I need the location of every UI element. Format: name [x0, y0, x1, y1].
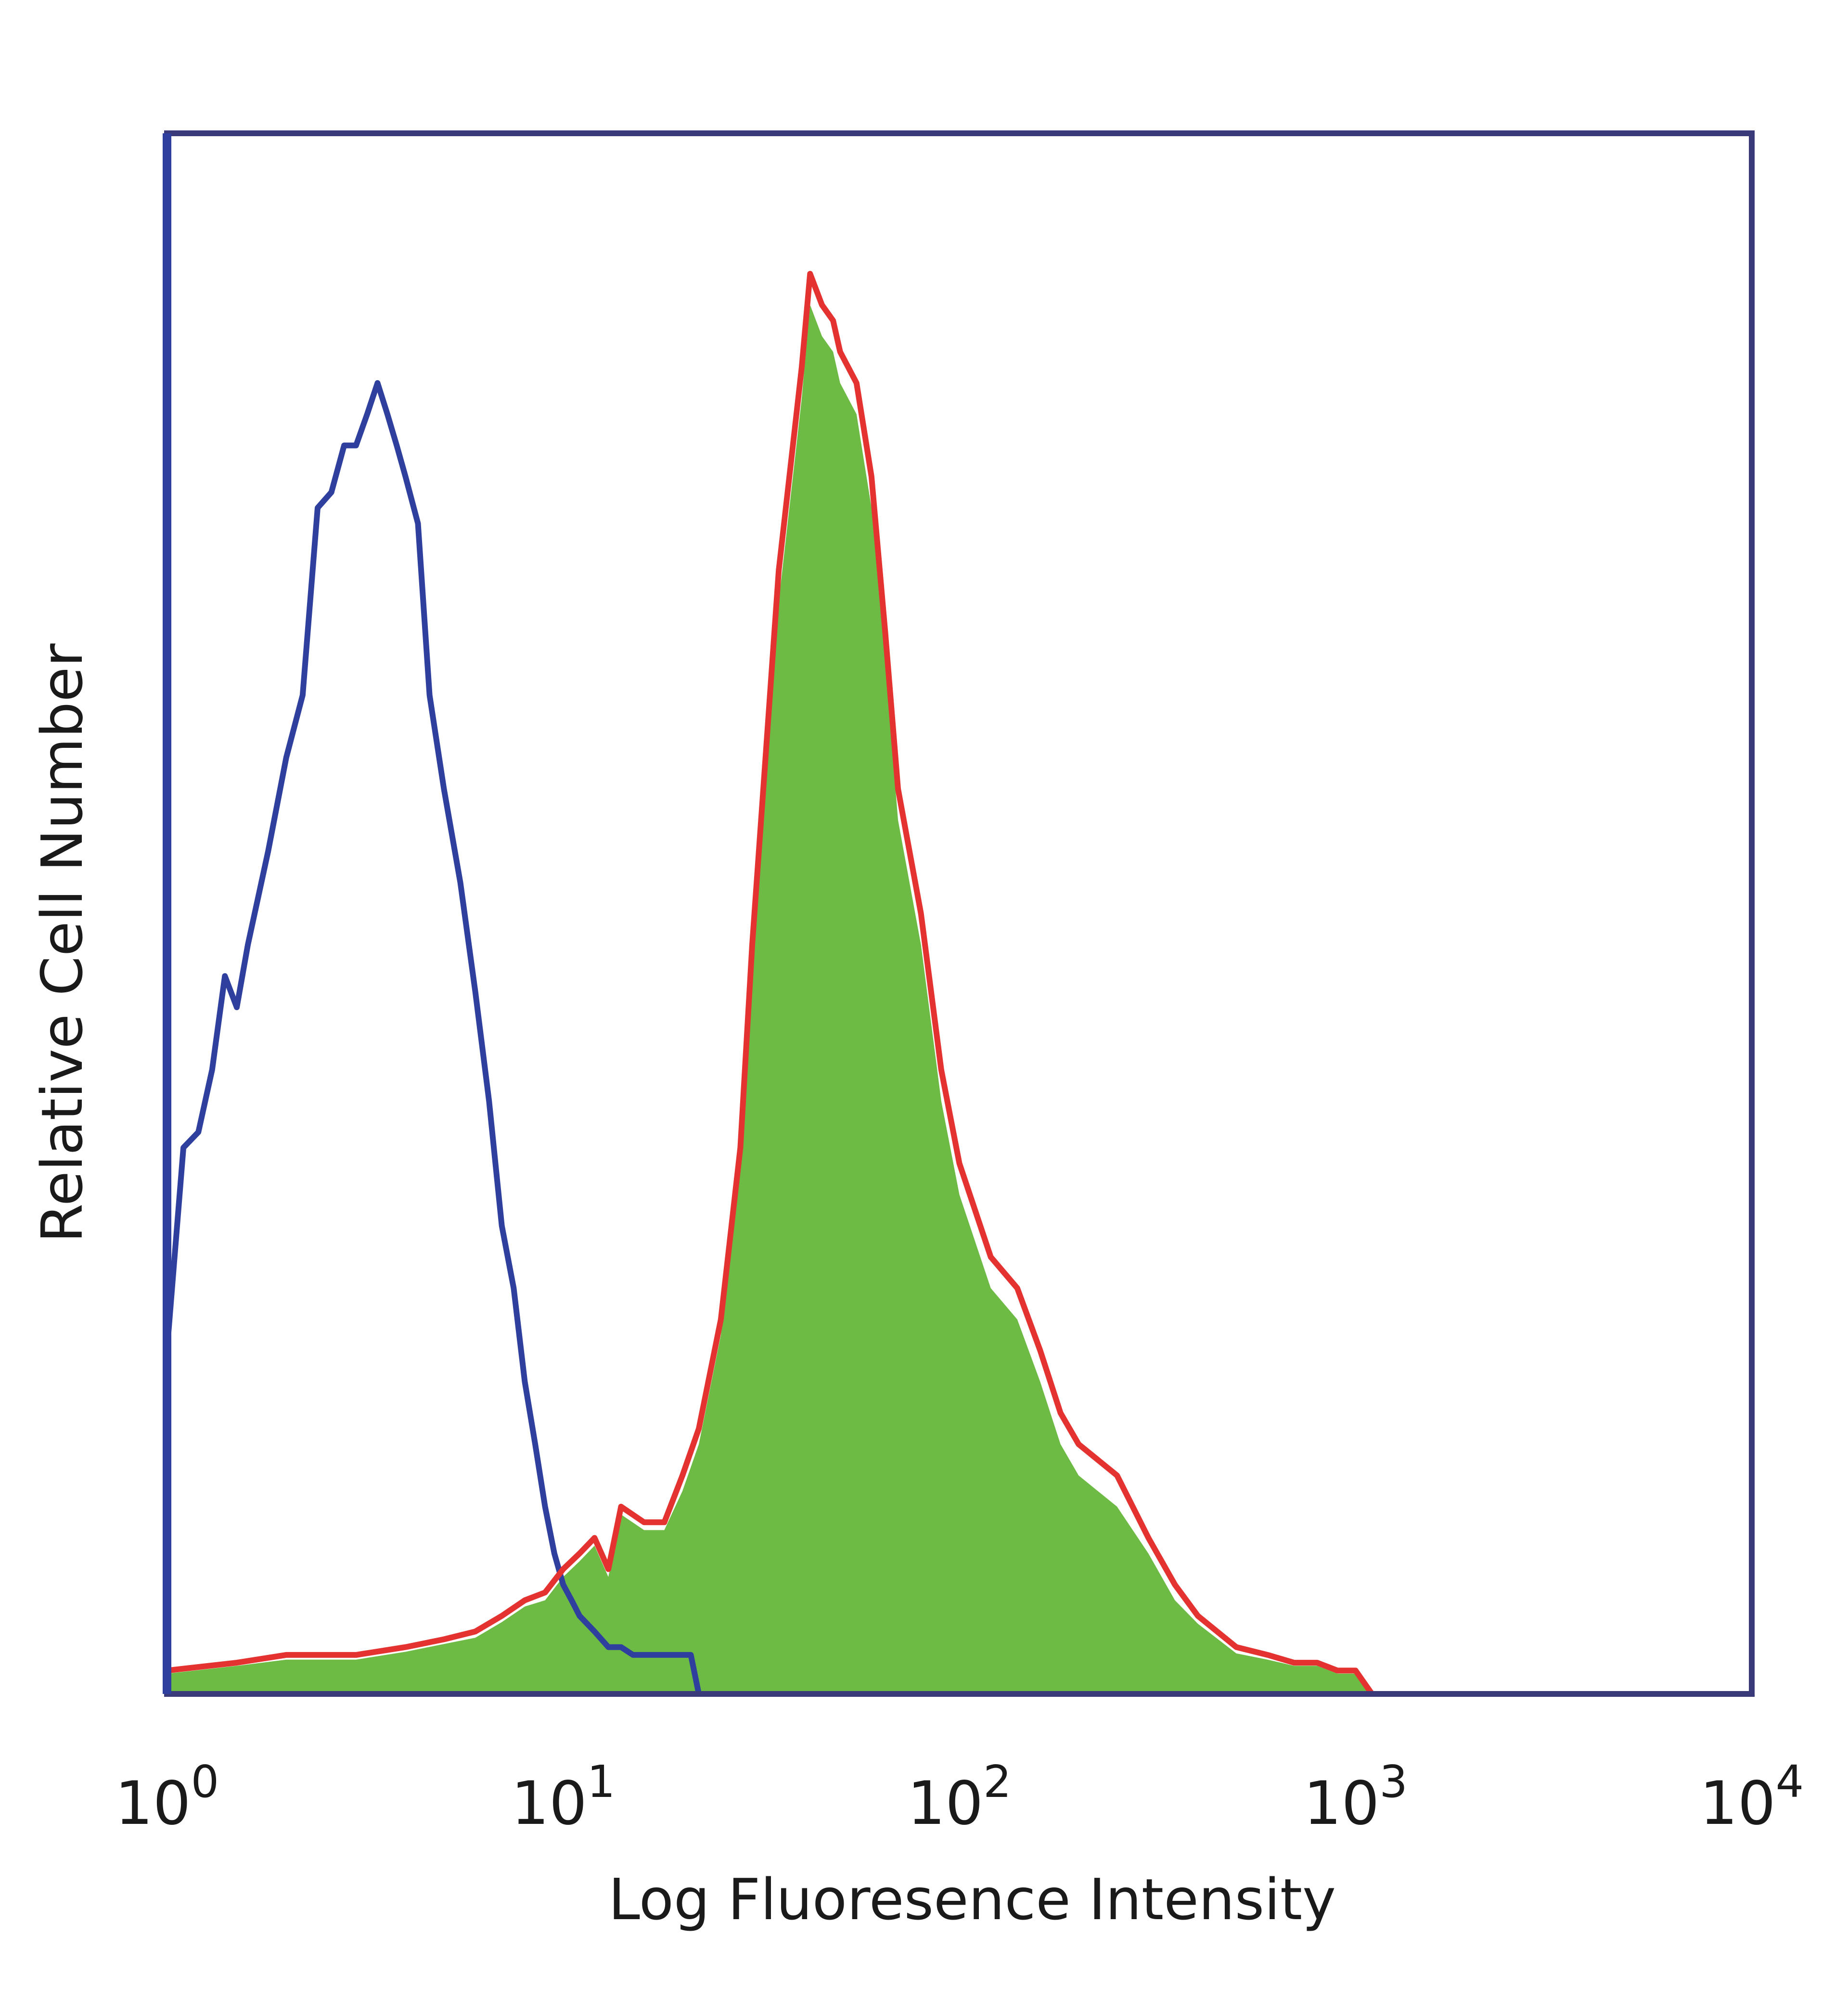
- x-tick-exponent: 0: [191, 1756, 219, 1808]
- x-tick-label: 102: [907, 1756, 1011, 1838]
- x-tick-exponent: 3: [1379, 1756, 1408, 1808]
- x-tick-label: 101: [511, 1756, 615, 1838]
- histogram-outline-series-0: [164, 380, 702, 1695]
- x-axis-title: Log Fluoresence Intensity: [608, 1866, 1336, 1933]
- histogram-filled-series-2: [167, 305, 1372, 1694]
- x-tick-label: 104: [1700, 1756, 1804, 1838]
- y-axis-title: Relative Cell Number: [29, 643, 95, 1243]
- series-layer: [164, 270, 1374, 1696]
- x-tick-label: 100: [115, 1756, 219, 1838]
- x-tick-base: 10: [115, 1769, 191, 1838]
- x-tick-base: 10: [907, 1769, 983, 1838]
- x-tick-exponent: 1: [587, 1756, 616, 1808]
- x-tick-label: 103: [1304, 1756, 1408, 1838]
- histogram-outline-series-1: [167, 270, 1374, 1696]
- x-tick-labels: 100 101 102 103 104: [115, 1756, 1804, 1838]
- x-tick-base: 10: [1304, 1769, 1380, 1838]
- x-tick-base: 10: [1700, 1769, 1776, 1838]
- x-tick-base: 10: [511, 1769, 587, 1838]
- x-tick-exponent: 4: [1776, 1756, 1804, 1808]
- x-tick-exponent: 2: [983, 1756, 1012, 1808]
